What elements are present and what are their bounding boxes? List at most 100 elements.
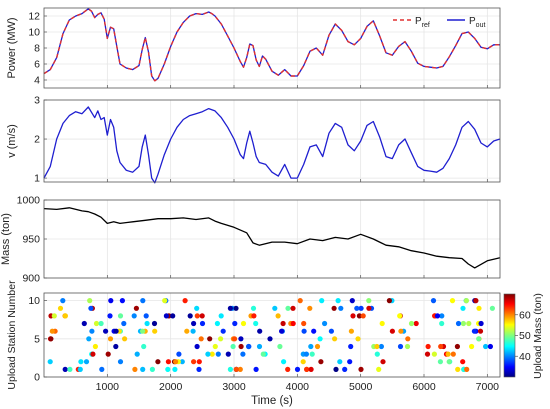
upload-point [165, 359, 171, 365]
series-line [43, 106, 501, 184]
power-ylabel: Power (MW) [6, 17, 18, 78]
upload-point [434, 313, 441, 319]
y-tick-label: 950 [22, 234, 40, 246]
upload-point [331, 305, 337, 311]
upload-point [386, 298, 392, 304]
upload-point [360, 313, 366, 319]
upload-point [77, 366, 83, 372]
y-tick-label: 1 [34, 173, 40, 185]
upload-point [460, 320, 466, 327]
upload-point [308, 366, 314, 372]
upload-point [215, 351, 221, 357]
upload-point [246, 343, 252, 350]
y-tick-label: 3 [34, 95, 40, 107]
velocity-panel: 1 2 3 v (m/s) [6, 95, 501, 185]
mass-yticks: 900 950 1000 [17, 195, 41, 285]
y-tick-label: 10 [28, 295, 40, 307]
upload-xticks: 1000 2000 3000 4000 5000 6000 7000 [96, 381, 500, 393]
upload-point [379, 320, 385, 327]
upload-point [301, 320, 307, 327]
upload-point [225, 351, 231, 357]
upload-point [489, 305, 495, 311]
upload-point [218, 313, 224, 319]
upload-point [473, 298, 479, 304]
upload-point [113, 328, 119, 334]
upload-point [196, 366, 202, 372]
upload-point [119, 298, 125, 304]
upload-point [314, 343, 321, 350]
velocity-plot-frame [43, 99, 501, 183]
upload-point [108, 298, 114, 304]
y-tick-label: 8 [34, 43, 40, 55]
upload-point [49, 328, 55, 334]
upload-point [260, 351, 266, 357]
upload-point [366, 298, 372, 304]
y-tick-label: 10 [28, 27, 40, 39]
upload-point [132, 366, 138, 372]
upload-point [107, 336, 114, 342]
upload-point [335, 298, 341, 304]
upload-point [98, 320, 104, 327]
upload-point [476, 336, 482, 342]
upload-point [227, 366, 233, 372]
upload-point [437, 359, 443, 365]
upload-point [227, 305, 233, 311]
upload-point [251, 313, 257, 319]
upload-point [163, 313, 169, 319]
mass-panel: 900 950 1000 Mass (ton) [0, 195, 501, 285]
upload-point [179, 359, 185, 365]
x-tick-label: 5000 [349, 381, 373, 393]
upload-point [214, 320, 220, 327]
upload-panel: 0 5 10 1000 2000 3000 4000 5000 6000 7000 Upload… [6, 280, 544, 407]
upload-point [471, 328, 477, 334]
upload-point [131, 313, 137, 319]
upload-point [237, 366, 243, 372]
upload-point [155, 359, 161, 365]
upload-point [78, 359, 84, 365]
upload-point [184, 328, 190, 334]
upload-point [232, 336, 238, 342]
upload-point [182, 298, 188, 304]
upload-point [333, 366, 339, 372]
upload-point [238, 336, 244, 342]
legend-pout-label: Pout [469, 16, 485, 29]
upload-point [140, 328, 146, 334]
upload-point [431, 351, 437, 357]
upload-point [294, 366, 301, 372]
upload-point [87, 298, 93, 304]
upload-point [143, 313, 149, 319]
upload-point [113, 343, 119, 350]
upload-point [342, 366, 348, 372]
upload-point [478, 320, 484, 327]
upload-point [309, 351, 315, 357]
upload-point [253, 320, 259, 327]
upload-point [199, 320, 206, 327]
upload-point [280, 320, 286, 327]
upload-point [220, 328, 226, 334]
x-tick-label: 1000 [96, 381, 120, 393]
upload-point [199, 313, 205, 319]
upload-point [430, 298, 437, 304]
upload-point [207, 336, 213, 342]
upload-point [347, 359, 353, 365]
upload-point [92, 343, 98, 350]
upload-point [47, 359, 53, 365]
mass-lines [43, 207, 501, 269]
upload-point [439, 313, 445, 319]
upload-point [191, 359, 197, 365]
upload-point [307, 305, 313, 311]
velocity-ylabel: v (m/s) [6, 124, 18, 158]
upload-point [212, 343, 218, 350]
power-legend: Pref Pout [393, 16, 485, 29]
upload-point [455, 320, 462, 327]
upload-point [117, 359, 124, 365]
upload-point [466, 320, 472, 327]
x-tick-label: 4000 [286, 381, 310, 393]
upload-point [464, 366, 470, 372]
upload-point [405, 336, 411, 342]
upload-point [308, 343, 314, 350]
upload-point [460, 305, 466, 311]
upload-point [404, 343, 411, 350]
upload-point [81, 320, 87, 327]
power-grid [44, 8, 500, 88]
